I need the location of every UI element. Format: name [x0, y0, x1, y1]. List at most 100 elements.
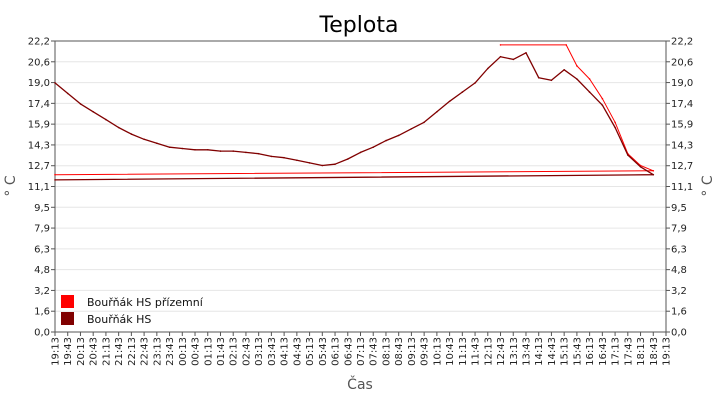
- x-tick-label: 03:43: [267, 337, 278, 366]
- x-tick-label: 23:13: [152, 337, 163, 366]
- y-tick-label: 14,3: [28, 140, 50, 151]
- data-point: [461, 91, 464, 93]
- y-tick-label: 12,7: [28, 161, 50, 172]
- legend-swatch: [61, 295, 74, 308]
- x-tick-label: 00:13: [178, 337, 189, 366]
- x-tick-label: 07:43: [369, 337, 380, 366]
- data-point: [257, 152, 260, 155]
- legend-swatch: [61, 312, 74, 325]
- legend-label: Bouřňák HS: [87, 313, 151, 326]
- data-point: [130, 133, 133, 135]
- y-tick-label: 3,2: [34, 286, 50, 297]
- data-point: [359, 151, 362, 154]
- x-axis: 19:13 19:43 20:13 20:43 21:13 21:43 22:13 22:43…: [51, 332, 673, 366]
- x-tick-label: 02:13: [229, 337, 240, 366]
- data-point: [372, 146, 375, 148]
- x-tick-label: 11:43: [471, 337, 482, 366]
- legend: Bouřňák HS přízemní Bouřňák HS: [61, 295, 204, 326]
- data-point: [283, 156, 285, 159]
- x-axis-title: Čas: [347, 375, 373, 393]
- data-point: [588, 78, 591, 80]
- x-tick-label: 18:43: [649, 337, 660, 366]
- data-point: [410, 128, 413, 130]
- y-tick-label: 17,4: [671, 99, 693, 110]
- data-point: [512, 58, 515, 61]
- data-point: [385, 139, 387, 142]
- y-tick-label: 22,2: [671, 37, 693, 48]
- x-tick-label: 04:13: [280, 337, 291, 366]
- x-tick-label: 22:43: [140, 337, 151, 366]
- data-point: [207, 149, 209, 151]
- data-point: [423, 121, 425, 124]
- y-axis-left: 0,0 1,6 3,2 4,8 6,3 7,9 9,5 11,1 12,7 14,3 15,9 17,…: [28, 37, 55, 339]
- data-point: [54, 82, 56, 84]
- x-tick-label: 16:13: [585, 337, 596, 366]
- x-tick-label: 05:13: [305, 337, 316, 366]
- y-tick-label: 11,1: [671, 182, 693, 193]
- chart-title: Teplota: [319, 13, 399, 38]
- y-tick-label: 15,9: [28, 120, 50, 131]
- y-tick-label: 19,0: [671, 78, 693, 89]
- data-point: [652, 173, 655, 176]
- x-tick-label: 00:43: [191, 337, 202, 366]
- x-tick-label: 15:43: [572, 337, 583, 366]
- data-point: [601, 97, 604, 100]
- x-tick-label: 18:13: [636, 337, 647, 366]
- y-tick-label: 6,3: [671, 244, 687, 255]
- series-line: [54, 52, 654, 181]
- data-point: [652, 170, 655, 172]
- y-axis-title-right: ° C: [700, 175, 716, 196]
- y-tick-label: 22,2: [28, 37, 50, 48]
- data-point: [143, 138, 145, 141]
- y-tick-label: 20,6: [671, 57, 693, 68]
- x-tick-label: 21:43: [114, 337, 125, 366]
- data-point: [156, 142, 158, 144]
- y-tick-label: 4,8: [671, 265, 687, 276]
- x-tick-label: 11:13: [458, 337, 469, 366]
- data-point: [487, 67, 489, 70]
- data-point: [308, 162, 311, 164]
- data-point: [474, 82, 476, 84]
- grid-lines: [55, 61, 666, 312]
- x-tick-label: 21:13: [101, 337, 112, 366]
- data-point: [576, 78, 578, 80]
- y-tick-label: 19,0: [28, 78, 50, 89]
- data-point: [499, 55, 502, 58]
- data-point: [219, 150, 222, 152]
- y-tick-label: 9,5: [34, 203, 50, 214]
- x-tick-label: 19:13: [662, 337, 673, 366]
- x-tick-label: 08:43: [394, 337, 405, 366]
- data-point: [563, 69, 565, 71]
- y-tick-label: 6,3: [34, 244, 50, 255]
- data-point: [499, 44, 502, 46]
- data-point: [105, 118, 107, 121]
- x-tick-label: 08:13: [381, 337, 392, 366]
- y-tick-label: 7,9: [34, 224, 50, 235]
- data-point: [296, 159, 298, 162]
- x-tick-label: 13:43: [521, 337, 532, 366]
- x-tick-label: 15:13: [560, 337, 571, 366]
- x-tick-label: 22:13: [127, 337, 138, 366]
- y-tick-label: 14,3: [671, 140, 693, 151]
- y-tick-label: 7,9: [671, 224, 687, 235]
- data-point: [117, 126, 120, 129]
- data-point: [194, 149, 196, 151]
- data-point: [334, 163, 336, 165]
- x-tick-label: 03:13: [254, 337, 265, 366]
- x-tick-label: 14:43: [547, 337, 558, 366]
- data-point: [448, 100, 451, 103]
- data-point: [168, 146, 171, 148]
- y-tick-label: 11,1: [28, 182, 50, 193]
- x-tick-label: 20:43: [89, 337, 100, 366]
- data-point: [397, 134, 400, 137]
- x-tick-label: 19:13: [51, 337, 62, 366]
- x-tick-label: 19:43: [63, 337, 74, 366]
- legend-label: Bouřňák HS přízemní: [87, 296, 204, 309]
- data-point: [347, 158, 349, 160]
- y-tick-label: 15,9: [671, 120, 693, 131]
- x-tick-label: 09:43: [420, 337, 431, 366]
- data-point: [79, 103, 82, 105]
- x-tick-label: 09:13: [407, 337, 418, 366]
- x-tick-label: 17:13: [611, 337, 622, 366]
